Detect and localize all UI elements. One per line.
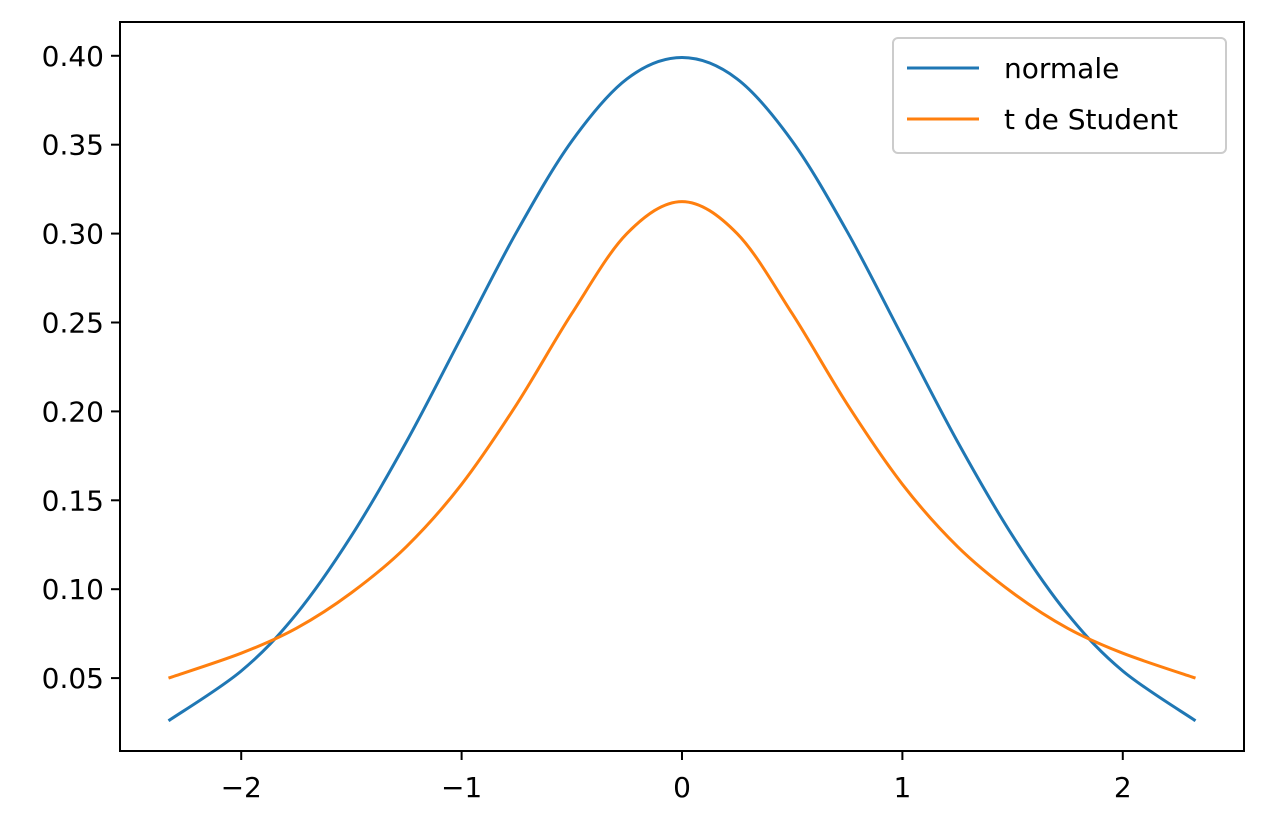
series-line-2 xyxy=(168,200,1196,680)
x-tick-label: 0 xyxy=(673,771,691,804)
legend: normale t de Student xyxy=(892,37,1227,154)
plot-area xyxy=(167,56,1197,723)
x-tick-label: −2 xyxy=(221,771,262,804)
y-tick-label: 0.25 xyxy=(42,306,104,339)
x-tick-label: 2 xyxy=(1114,771,1132,804)
series-line-1 xyxy=(167,56,1197,723)
legend-label-1: normale xyxy=(1004,52,1119,85)
y-tick-label: 0.15 xyxy=(42,484,104,517)
y-tick-label: 0.35 xyxy=(42,129,104,162)
y-tick-label: 0.40 xyxy=(42,40,104,73)
axes: −2 −1 0 1 2 0.05 0.10 0.15 0.20 0.25 0.30 0.35 0.40 xyxy=(42,21,1245,804)
y-tick-label: 0.20 xyxy=(42,395,104,428)
y-tick-label: 0.05 xyxy=(42,662,104,695)
x-tick-label: 1 xyxy=(893,771,911,804)
y-tick-label: 0.30 xyxy=(42,218,104,251)
legend-label-2: t de Student xyxy=(1004,103,1178,136)
y-tick-label: 0.10 xyxy=(42,573,104,606)
x-tick-label: −1 xyxy=(441,771,482,804)
